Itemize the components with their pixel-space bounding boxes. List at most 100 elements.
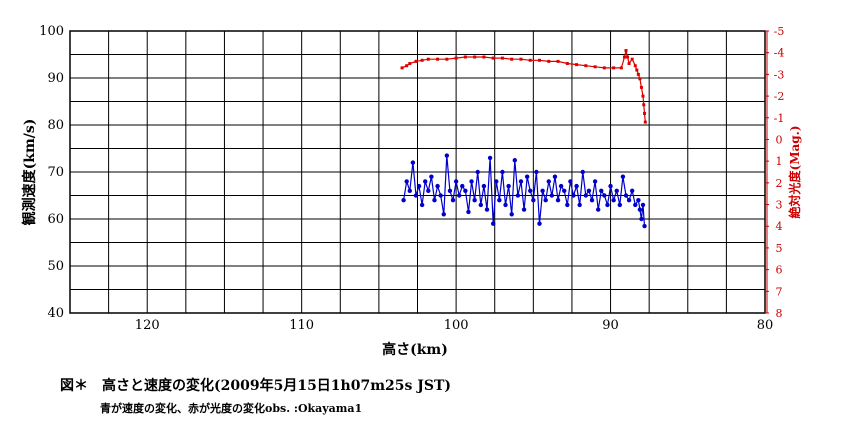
velocity-point: [540, 188, 545, 193]
y2-tick-label: 0: [776, 133, 783, 146]
velocity-point: [589, 198, 595, 203]
velocity-point: [512, 158, 517, 163]
y-tick-label: 50: [47, 259, 64, 274]
magnitude-point: [641, 94, 645, 98]
x-axis-title: 高さ(km): [382, 341, 448, 358]
velocity-point: [639, 216, 644, 222]
velocity-point: [599, 188, 604, 193]
velocity-point: [416, 183, 422, 189]
velocity-point: [484, 207, 490, 212]
y2-tick-label: -5: [774, 25, 785, 38]
velocity-point: [546, 179, 551, 184]
velocity-point: [605, 202, 610, 208]
velocity-point: [497, 198, 502, 203]
velocity-point: [640, 202, 646, 208]
magnitude-point: [400, 66, 404, 70]
velocity-point: [407, 188, 412, 193]
velocity-point: [580, 169, 585, 175]
magnitude-point: [436, 57, 440, 61]
x-tick-label: 90: [602, 318, 619, 333]
velocity-point: [444, 153, 450, 158]
y2-tick-label: -4: [774, 47, 785, 60]
velocity-point: [490, 221, 496, 226]
magnitude-point: [510, 57, 514, 61]
velocity-point: [518, 179, 524, 184]
velocity-point: [586, 188, 592, 193]
velocity-series: [401, 153, 647, 229]
y2-tick-label: 5: [776, 242, 783, 255]
figure-subcaption: 青が速度の変化、赤が光度の変化obs. :Okayama1: [100, 402, 363, 415]
velocity-point: [460, 183, 465, 189]
velocity-point: [633, 202, 638, 208]
magnitude-point: [491, 56, 495, 60]
velocity-line: [403, 155, 646, 227]
velocity-point: [524, 174, 530, 179]
magnitude-point: [500, 56, 504, 60]
velocity-point: [574, 183, 579, 189]
y-tick-label: 80: [47, 118, 64, 133]
velocity-point: [543, 198, 548, 203]
velocity-point: [596, 207, 601, 212]
y2-tick-label: 2: [776, 177, 783, 190]
velocity-point: [472, 198, 477, 203]
y-tick-label: 60: [47, 212, 64, 227]
velocity-point: [614, 188, 619, 193]
magnitude-point: [612, 66, 616, 70]
velocity-point: [592, 179, 598, 184]
velocity-point: [509, 212, 514, 217]
velocity-point: [429, 174, 434, 179]
magnitude-point: [622, 55, 626, 59]
magnitude-point: [575, 63, 579, 67]
y2-tick-label: 1: [776, 155, 783, 168]
y-tick-label: 90: [47, 71, 64, 86]
velocity-point: [481, 183, 487, 189]
magnitude-line: [401, 50, 646, 123]
magnitude-point: [602, 66, 606, 70]
velocity-point: [528, 188, 533, 193]
velocity-point: [620, 174, 626, 179]
magnitude-point: [635, 68, 639, 72]
y2-axis-title: 絶対光度(Mag.): [787, 126, 802, 219]
y2-tick-label: 4: [776, 220, 783, 233]
plot-frame: [69, 30, 766, 314]
magnitude-point: [473, 55, 477, 59]
velocity-point: [463, 188, 468, 193]
y2-tick-label: -3: [774, 68, 785, 81]
velocity-point: [531, 198, 536, 203]
magnitude-series: [400, 49, 647, 124]
grid: [69, 30, 766, 314]
magnitude-point: [405, 64, 409, 68]
velocity-point: [568, 179, 573, 184]
velocity-point: [506, 183, 511, 189]
magnitude-point: [627, 62, 631, 66]
magnitude-point: [408, 62, 412, 66]
velocity-point: [608, 183, 613, 189]
magnitude-point: [642, 103, 646, 107]
velocity-point: [537, 221, 542, 226]
velocity-point: [521, 207, 527, 212]
magnitude-point: [547, 59, 551, 63]
magnitude-point: [445, 57, 449, 61]
y2-tick-label: 3: [776, 199, 783, 212]
velocity-point: [626, 198, 632, 203]
magnitude-point: [584, 64, 588, 68]
velocity-point: [515, 193, 521, 198]
magnitude-point: [482, 55, 486, 59]
velocity-point: [562, 188, 567, 193]
magnitude-point: [565, 62, 569, 66]
velocity-point: [565, 202, 570, 208]
magnitude-point: [626, 55, 630, 59]
magnitude-point: [630, 57, 634, 61]
magnitude-point: [638, 77, 642, 81]
magnitude-point: [643, 111, 647, 115]
velocity-point: [629, 188, 635, 193]
velocity-point: [426, 188, 431, 193]
x-tick-label: 100: [444, 318, 469, 333]
velocity-point: [558, 183, 564, 189]
velocity-point: [552, 174, 558, 179]
velocity-point: [438, 193, 443, 198]
y2-tick-label: -1: [774, 112, 785, 125]
y-tick-label: 40: [47, 306, 64, 321]
velocity-point: [555, 198, 561, 203]
magnitude-point: [619, 66, 623, 70]
